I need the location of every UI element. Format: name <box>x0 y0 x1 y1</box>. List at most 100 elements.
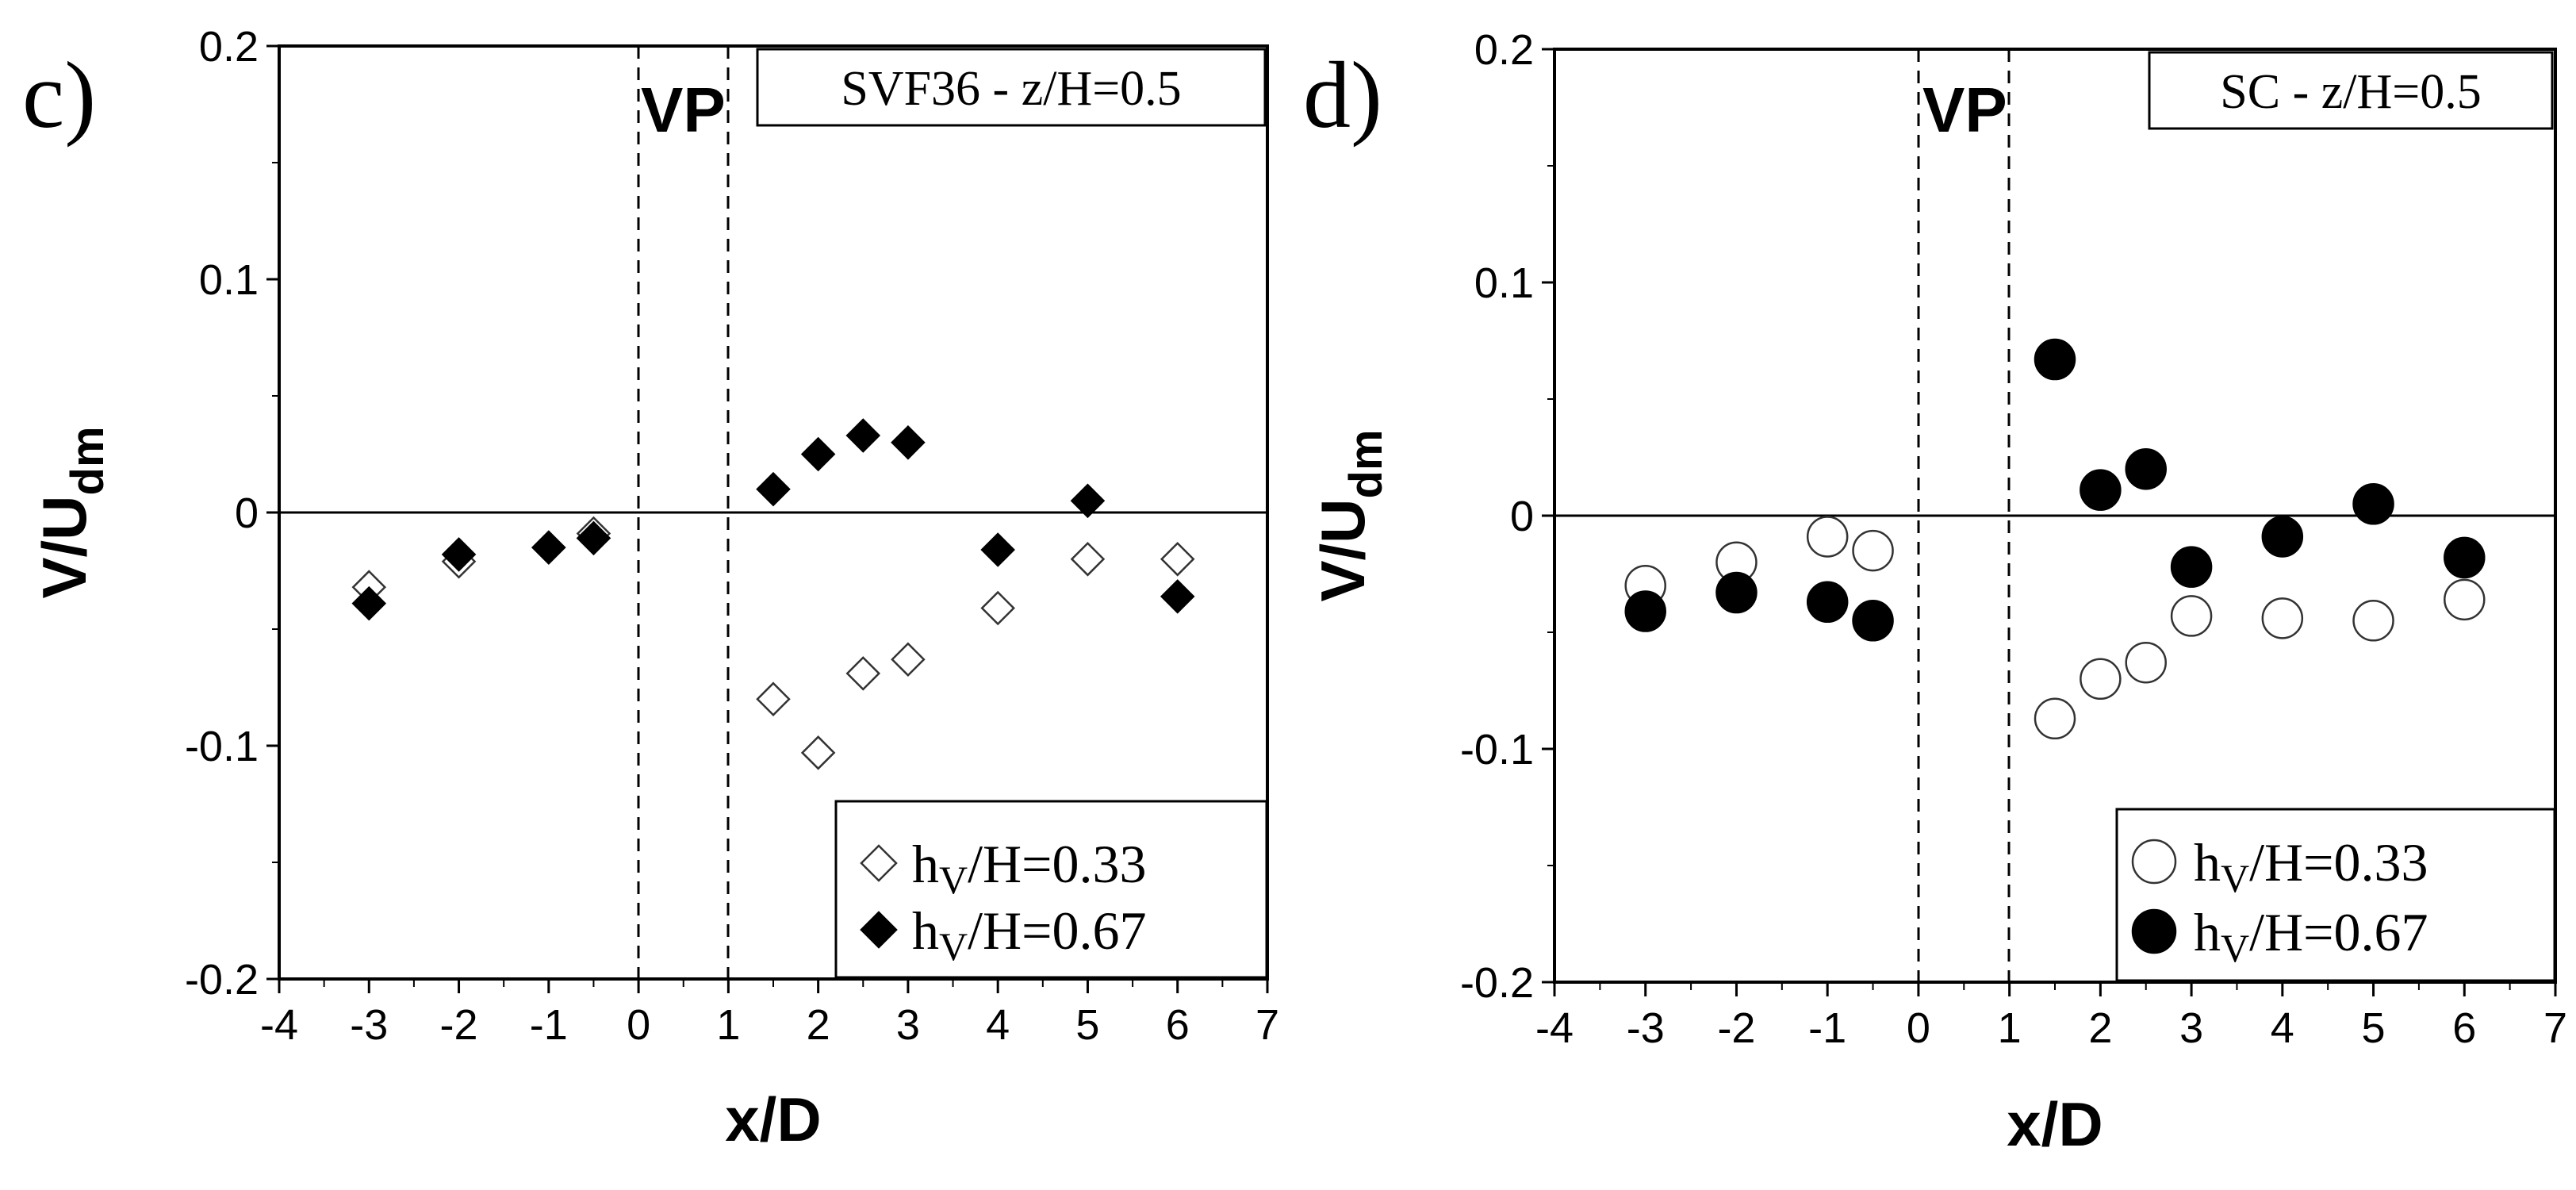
panel-d-y-tick-label: 0.2 <box>1474 26 1534 74</box>
panel-d-open-point <box>2170 595 2213 637</box>
panel-c-legend-label-1-rest: /H=0.67 <box>968 900 1146 961</box>
panel-d-y-tick-label: -0.1 <box>1460 726 1534 774</box>
panel-d-x-tick-label: -2 <box>1717 1004 1755 1052</box>
panel-c-legend-label-0-h: h <box>912 834 939 894</box>
panel-c-open-point <box>756 681 791 716</box>
panel-d-x-tick-label: 1 <box>1998 1004 2022 1052</box>
panel-c-legend-label-1-h: h <box>912 900 939 961</box>
panel-c-case-label-box <box>756 48 1267 127</box>
panel-c-vp-label: VP <box>641 75 726 145</box>
panel-d-y-axis: -0.2 -0.1 0 0.1 0.2 <box>1460 26 1554 1007</box>
panel-c-open-point <box>845 656 881 691</box>
panel-d-filled-point <box>1806 581 1849 624</box>
panel-c-y-axis-title-main: V/U <box>29 495 99 598</box>
panel-c-filled-point <box>1070 483 1106 519</box>
panel-c-open-point <box>891 642 926 677</box>
panel-c-open-point <box>800 735 836 770</box>
panel-c-y-axis: -0.2 -0.1 0 0.1 0.2 <box>185 23 279 1004</box>
panel-d-filled-point <box>2261 516 2304 558</box>
panel-c-filled-point <box>576 520 611 556</box>
panel-c-filled-point <box>980 532 1015 567</box>
panel-d-y-axis-title-main: V/U <box>1308 498 1378 601</box>
panel-c-x-tick-label: 0 <box>627 1001 650 1049</box>
panel-d-y-axis-title-sub: dm <box>1340 429 1392 498</box>
panel-c-y-tick-label: 0.2 <box>199 23 259 71</box>
panel-c-x-tick-label: 4 <box>986 1001 1010 1049</box>
panel-d-x-tick-label: 3 <box>2179 1004 2203 1052</box>
panel-d-legend-label-0-rest: /H=0.33 <box>2249 832 2428 892</box>
panel-d-x-tick-label: 0 <box>1907 1004 1930 1052</box>
panel-d-x-tick-label: 4 <box>2271 1004 2294 1052</box>
panel-d-legend-label-0-sub: V <box>2221 856 2249 900</box>
panel-c-x-tick-label: 1 <box>716 1001 740 1049</box>
panel-c-filled-point <box>800 436 836 472</box>
panel-d-x-tick-label: -3 <box>1627 1004 1665 1052</box>
panel-d-open-point <box>2034 697 2076 740</box>
panel-c-legend-label-1-sub: V <box>939 924 968 969</box>
panel-c-x-tick-label: -2 <box>440 1001 478 1049</box>
panel-d-vp-label: VP <box>1922 75 2007 145</box>
panel-c-filled-point <box>891 425 926 460</box>
panel-c-legend-box <box>834 800 1268 979</box>
panel-d-filled-point <box>2352 483 2394 525</box>
panel-c-legend-marker-1 <box>860 911 898 949</box>
panel-c: c) VP SVF36 - z/H=0.5 -4 -3 -2 -1 0 1 2 3 4 5 6 7 -… <box>22 23 1279 1154</box>
panel-d-open-point <box>2080 658 2122 701</box>
panel-c-filled-point <box>756 471 791 507</box>
panel-d-legend-marker-0 <box>2131 839 2177 885</box>
panel-d-legend-label-1-rest: /H=0.67 <box>2249 902 2428 962</box>
panel-d-x-tick-label: 7 <box>2543 1004 2567 1052</box>
panel-d-case-label: SC - z/H=0.5 <box>2220 65 2481 119</box>
panel-d-y-tick-label: 0.1 <box>1474 259 1534 307</box>
panel-d-filled-point <box>2080 469 2122 511</box>
panel-d-filled-point <box>1715 571 1758 614</box>
panel-d-filled-point <box>2125 447 2167 490</box>
panel-d-legend-label-1: hV/H=0.67 <box>2194 902 2428 970</box>
panel-c-case-label: SVF36 - z/H=0.5 <box>841 62 1181 116</box>
panel-c-filled-point <box>441 537 477 572</box>
panel-d-filled-point <box>1624 590 1666 632</box>
panel-c-legend-label-1: hV/H=0.67 <box>912 900 1146 969</box>
panel-c-open-point <box>980 590 1015 626</box>
panel-c-x-tick-label: 6 <box>1166 1001 1190 1049</box>
panel-c-open-point <box>1160 542 1195 577</box>
panel-c-y-tick-label: 0.1 <box>199 256 259 304</box>
panel-d-open-point <box>1806 516 1849 558</box>
panel-d-filled-point <box>2444 536 2486 579</box>
panel-d-legend-marker-1 <box>2131 908 2177 954</box>
panel-d-legend-label-0-h: h <box>2194 832 2221 892</box>
panel-c-x-tick-label: 7 <box>1255 1001 1279 1049</box>
panel-d-x-tick-label: 6 <box>2452 1004 2476 1052</box>
panel-c-y-axis-title: V/Udm <box>29 426 113 598</box>
panel-c-filled-point <box>1160 579 1195 614</box>
panel-c-legend-marker-0 <box>860 844 898 882</box>
panel-c-x-tick-label: -1 <box>530 1001 568 1049</box>
panel-d-letter: d) <box>1303 42 1382 148</box>
panel-c-filled-point <box>845 418 881 453</box>
panel-c-letter: c) <box>22 42 96 148</box>
panel-c-legend-label-0-rest: /H=0.33 <box>968 834 1146 894</box>
panel-d-x-axis-title: x/D <box>2007 1089 2103 1159</box>
panel-c-y-tick-label: 0 <box>235 489 259 537</box>
panel-c-legend-label-0-sub: V <box>939 858 968 902</box>
panel-d-x-tick-label: 5 <box>2362 1004 2386 1052</box>
panel-c-y-tick-label: -0.2 <box>185 956 259 1004</box>
panel-d-legend-box <box>2115 808 2556 982</box>
panel-d-y-tick-label: -0.2 <box>1460 959 1534 1007</box>
panel-d-legend-label-0: hV/H=0.33 <box>2194 832 2428 900</box>
panel-d-y-tick-label: 0 <box>1510 493 1534 540</box>
panel-d-legend-label-1-sub: V <box>2221 926 2249 970</box>
panel-c-filled-point <box>351 585 387 621</box>
panel-d-open-point <box>2125 641 2167 684</box>
panel-d-open-point <box>2261 597 2304 639</box>
panel-d-data-points <box>1624 338 2486 740</box>
panel-c-data-points <box>351 418 1195 770</box>
panel-d-x-tick-label: 2 <box>2088 1004 2112 1052</box>
panel-d-filled-point <box>2170 546 2213 588</box>
panel-d-open-point <box>2444 578 2486 621</box>
panel-d: d) VP SC - z/H=0.5 -4 -3 -2 -1 0 1 2 3 4 5 6 7 -0.2… <box>1303 26 2567 1159</box>
panel-c-x-tick-label: -3 <box>350 1001 388 1049</box>
